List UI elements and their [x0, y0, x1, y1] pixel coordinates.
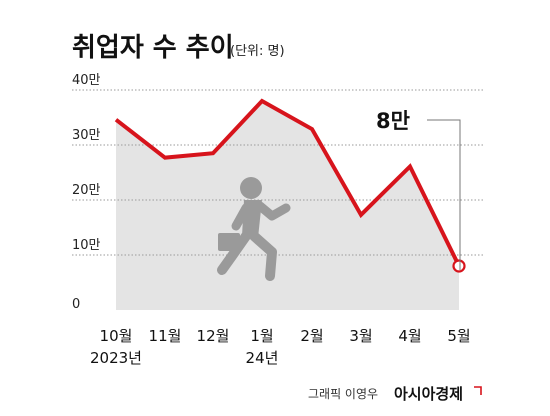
data-point-marker [452, 259, 466, 273]
x-tick-label: 2월 [300, 327, 323, 345]
x-tick-label: 3월 [349, 327, 372, 345]
chart-title: 취업자 수 추이 [72, 33, 234, 63]
unit-note: (단위: 명) [230, 44, 285, 59]
y-tick-label: 20만 [72, 183, 101, 198]
x-tick-sublabel: 2023년 [90, 349, 142, 367]
x-tick-label: 12월 [197, 327, 230, 345]
x-tick-sublabel: 24년 [246, 349, 279, 367]
y-tick-label: 40만 [72, 73, 101, 88]
callout-leader-line [427, 119, 461, 270]
x-tick-label: 11월 [149, 327, 182, 345]
x-axis-tick-labels: 10월 2023년 11월 12월 1월 24년 2월 3월 4월 5월 [90, 327, 471, 367]
x-tick-label: 1월 [250, 327, 273, 345]
callout-label: 8만 [376, 109, 410, 133]
gridlines [72, 89, 484, 256]
x-tick-label: 5월 [447, 327, 470, 345]
y-tick-label: 10만 [72, 238, 101, 253]
brand-name: 아시아경제 [394, 385, 463, 403]
x-tick-label: 4월 [398, 327, 421, 345]
series-line-layer [114, 98, 466, 273]
brand-mark-icon [474, 386, 482, 395]
x-tick-label: 10월 [100, 327, 133, 345]
y-tick-label: 0 [72, 297, 80, 312]
credit-text: 그래픽 이영우 [308, 387, 378, 401]
y-axis-tick-labels: 0 10만 20만 30만 40만 [72, 73, 101, 312]
series-line [114, 98, 461, 267]
running-person-with-briefcase-icon [217, 177, 291, 281]
y-tick-label: 30만 [72, 128, 101, 143]
